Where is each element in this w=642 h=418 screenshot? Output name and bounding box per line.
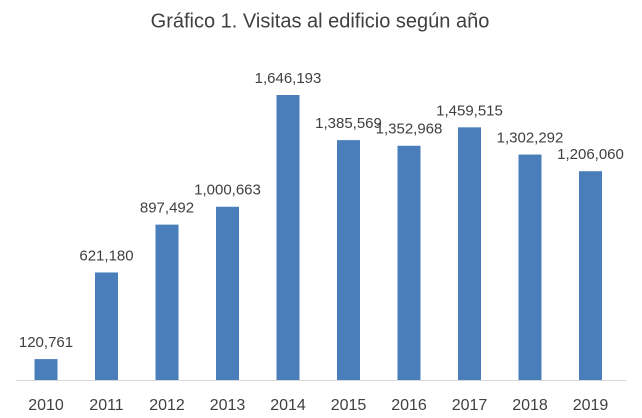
x-tick-label: 2012	[149, 397, 185, 414]
bar	[276, 95, 300, 380]
bar	[337, 140, 360, 380]
data-label: 1,459,515	[436, 102, 503, 119]
chart-title: Gráfico 1. Visitas al edificio según año	[151, 10, 490, 32]
bar	[216, 206, 239, 380]
bar	[518, 154, 542, 380]
x-tick-label: 2019	[573, 397, 609, 414]
bar	[579, 171, 602, 380]
x-tick-label: 2017	[452, 397, 488, 414]
data-label: 1,000,663	[194, 182, 261, 199]
bar	[155, 224, 179, 380]
bar	[397, 145, 421, 380]
bar	[458, 127, 481, 381]
x-tick-label: 2014	[270, 397, 306, 414]
x-tick-label: 2015	[331, 397, 367, 414]
x-tick-label: 2018	[512, 397, 548, 414]
bar	[34, 359, 58, 380]
data-label: 621,180	[79, 247, 133, 264]
x-tick-label: 2011	[89, 397, 124, 414]
data-label: 1,206,060	[557, 146, 624, 163]
data-label: 120,761	[19, 334, 73, 351]
x-tick-label: 2013	[210, 397, 246, 414]
data-label: 1,385,569	[315, 115, 382, 132]
x-tick-label: 2010	[28, 397, 64, 414]
data-label: 1,302,292	[497, 130, 564, 147]
data-label: 1,352,968	[376, 121, 443, 138]
bar	[95, 272, 118, 380]
data-label: 897,492	[140, 200, 194, 217]
x-tick-label: 2016	[391, 397, 427, 414]
data-label: 1,646,193	[255, 70, 322, 87]
